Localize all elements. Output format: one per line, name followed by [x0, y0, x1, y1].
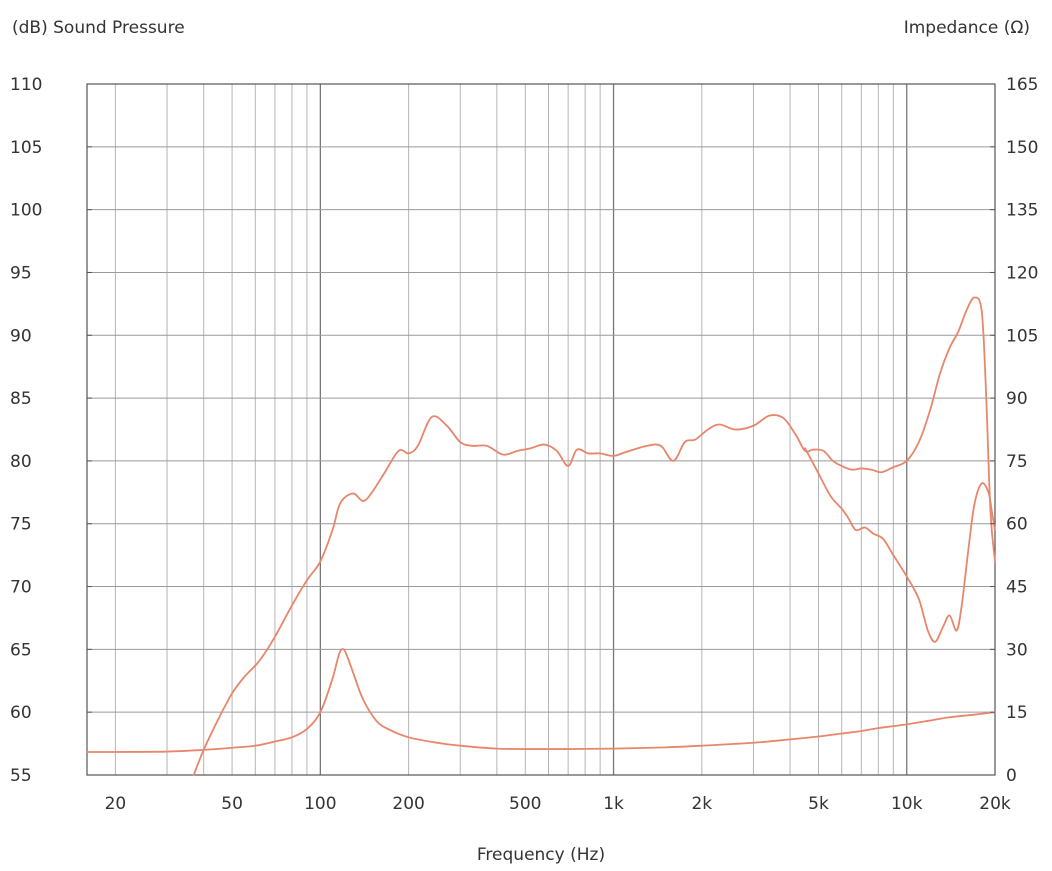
- y-tick-right-label: 90: [1006, 389, 1028, 409]
- y-tick-left-label: 55: [10, 766, 32, 786]
- y-tick-right-label: 150: [1006, 138, 1038, 158]
- y-tick-right-label: 60: [1006, 515, 1028, 535]
- x-tick-label: 5k: [808, 794, 829, 814]
- y-tick-left-label: 95: [10, 263, 32, 283]
- y-tick-left-label: 75: [10, 515, 32, 535]
- y-tick-left-label: 105: [10, 138, 42, 158]
- impedance-curve: [86, 648, 996, 753]
- y-tick-right-label: 15: [1006, 703, 1028, 723]
- x-tick-label: 1k: [603, 794, 624, 814]
- x-tick-label: 50: [221, 794, 243, 814]
- y-axis-right-title: Impedance (Ω): [904, 18, 1030, 38]
- x-tick-label: 500: [509, 794, 541, 814]
- y-tick-right-label: 45: [1006, 578, 1028, 598]
- plot-frame: [86, 83, 996, 776]
- spl-curve: [192, 296, 996, 776]
- y-tick-right-label: 30: [1006, 640, 1028, 660]
- y-tick-right-label: 165: [1006, 75, 1038, 95]
- series-layer: [86, 296, 996, 776]
- y-tick-right-label: 120: [1006, 263, 1038, 283]
- x-tick-label: 100: [304, 794, 336, 814]
- grid-lines: [87, 84, 995, 775]
- x-tick-label: 20k: [979, 794, 1011, 814]
- y-tick-left-label: 110: [10, 75, 42, 95]
- y-tick-left-label: 90: [10, 326, 32, 346]
- x-tick-label: 20: [105, 794, 127, 814]
- x-axis-title: Frequency (Hz): [477, 845, 605, 865]
- x-tick-label: 10k: [891, 794, 923, 814]
- y-tick-left-label: 60: [10, 703, 32, 723]
- y-tick-left-label: 80: [10, 452, 32, 472]
- y-tick-right-label: 0: [1006, 766, 1017, 786]
- y-tick-right-label: 105: [1006, 326, 1038, 346]
- x-tick-label: 200: [392, 794, 424, 814]
- spl-off-axis-curve: [804, 447, 996, 643]
- y-tick-right-label: 75: [1006, 452, 1028, 472]
- y-tick-left-label: 65: [10, 640, 32, 660]
- labels-layer: 1101051009590858075706560551651501351201…: [10, 75, 1038, 814]
- x-tick-label: 2k: [691, 794, 712, 814]
- y-axis-left-title: (dB) Sound Pressure: [12, 18, 185, 38]
- y-tick-right-label: 135: [1006, 201, 1038, 221]
- y-tick-left-label: 100: [10, 201, 42, 221]
- y-tick-left-label: 85: [10, 389, 32, 409]
- y-tick-left-label: 70: [10, 578, 32, 598]
